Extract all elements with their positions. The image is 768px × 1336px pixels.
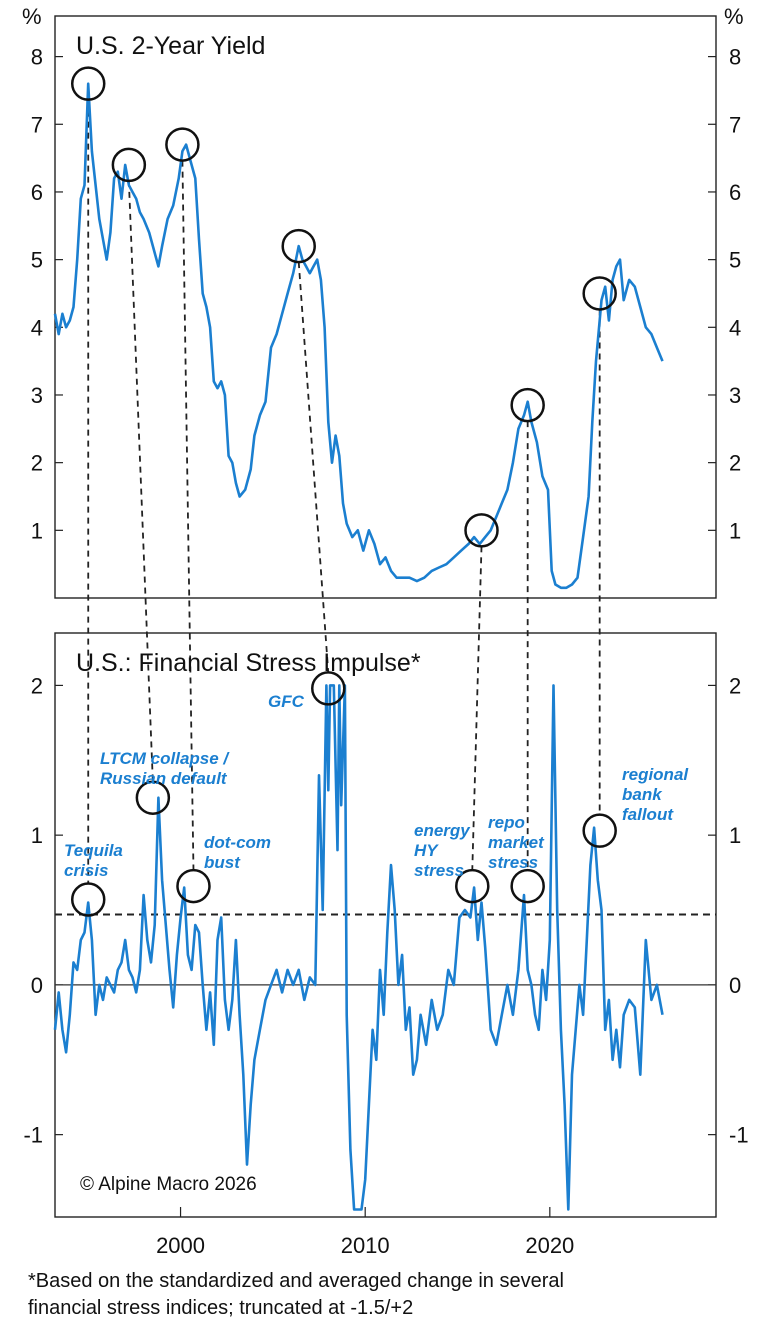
stress-tick-label-right: -1	[729, 1123, 749, 1148]
event-label-line: bust	[204, 853, 241, 872]
yield-tick-label-left: 7	[31, 112, 43, 137]
x-tick-label: 2020	[525, 1233, 574, 1258]
yield-event-circle	[510, 387, 545, 423]
event-label-line: fallout	[622, 805, 674, 824]
yield-tick-label-right: 3	[729, 383, 741, 408]
yield-tick-label-right: 7	[729, 112, 741, 137]
stress-tick-label-left: 2	[31, 673, 43, 698]
yield-tick-label-right: 8	[729, 45, 741, 70]
yield-event-circle	[70, 66, 106, 101]
event-label-line: repo	[488, 813, 525, 832]
event-label-line: market	[488, 833, 545, 852]
yield-series-line	[53, 82, 664, 590]
yield-tick-label-right: 2	[729, 451, 741, 476]
stress-event-circle	[70, 882, 106, 917]
yield-event-circle	[582, 276, 617, 311]
event-label: GFC	[268, 692, 305, 711]
yield-tick-label-left: 4	[31, 315, 43, 340]
yield-chart-title: U.S. 2-Year Yield	[76, 32, 265, 60]
event-connector-line	[297, 262, 330, 673]
event-label-line: HY	[414, 841, 439, 860]
stress-event-circle	[582, 813, 617, 848]
stress-tick-label-left: 1	[31, 823, 43, 848]
yield-tick-label-left: 6	[31, 180, 43, 205]
yield-tick-label-left: 3	[31, 383, 43, 408]
x-tick-label: 2010	[341, 1233, 390, 1258]
stress-tick-label-left: -1	[23, 1123, 43, 1148]
stress-event-circle	[510, 868, 545, 904]
copyright-label: © Alpine Macro 2026	[80, 1174, 257, 1195]
yield-event-circle	[165, 127, 200, 162]
footnote: *Based on the standardized and averaged …	[28, 1268, 748, 1322]
stress-tick-label-left: 0	[31, 973, 43, 998]
yield-tick-label-left: 1	[31, 518, 43, 543]
event-connector-line	[181, 160, 195, 871]
yield-unit-right: %	[724, 4, 744, 29]
event-connector-line	[127, 180, 154, 782]
event-label: regional bank fallout	[622, 765, 689, 824]
event-label-line: dot-com	[204, 833, 271, 852]
yield-panel-frame	[54, 15, 717, 599]
stress-event-circle	[176, 868, 211, 904]
yield-unit-left: %	[22, 4, 42, 29]
event-label-line: energy	[414, 821, 471, 840]
event-label-line: stress	[414, 861, 464, 880]
chart-svg: 1 1 2 2 3 3 4 4 5 5 6 6 7 7 8 8% % -1 -1 0 0 1 1 2 2 2000 2010 2020…	[22, 4, 749, 1258]
event-label-line: Tequila	[64, 841, 123, 860]
event-label: dot-com bust	[204, 833, 271, 872]
stress-event-circle	[135, 780, 171, 815]
event-label: repo market stress	[488, 813, 545, 872]
event-label-line: crisis	[64, 861, 108, 880]
yield-tick-label-left: 8	[31, 45, 43, 70]
event-label: Tequila crisis	[64, 841, 123, 880]
event-label-line: bank	[622, 785, 663, 804]
event-label-line: LTCM collapse /	[100, 749, 230, 768]
event-label: energy HY stress	[414, 821, 471, 880]
yield-tick-label-left: 2	[31, 451, 43, 476]
event-label-line: regional	[622, 765, 689, 784]
yield-tick-label-right: 4	[729, 315, 741, 340]
stress-tick-label-right: 1	[729, 823, 741, 848]
yield-event-circle	[464, 513, 499, 548]
event-label-line: stress	[488, 853, 538, 872]
stress-chart-title: U.S.: Financial Stress Impulse*	[76, 649, 421, 677]
yield-tick-label-left: 5	[31, 248, 43, 273]
stress-panel-frame	[54, 632, 717, 1218]
yield-tick-label-right: 1	[729, 518, 741, 543]
stress-tick-label-right: 2	[729, 673, 741, 698]
event-label-line: GFC	[268, 692, 305, 711]
x-tick-label: 2000	[156, 1233, 205, 1258]
yield-tick-label-right: 6	[729, 180, 741, 205]
footnote-line-2: financial stress indices; truncated at -…	[28, 1297, 414, 1319]
stress-event-circle	[311, 671, 346, 706]
yield-event-circle	[111, 147, 147, 183]
stress-event-circle	[455, 868, 490, 904]
event-label: LTCM collapse / Russian default	[100, 749, 230, 788]
event-label-line: Russian default	[100, 769, 228, 788]
yield-event-circle	[281, 228, 316, 264]
stress-tick-label-right: 0	[729, 973, 741, 998]
event-connector-line	[471, 546, 483, 871]
yield-tick-label-right: 5	[729, 248, 741, 273]
footnote-line-1: *Based on the standardized and averaged …	[28, 1270, 564, 1292]
